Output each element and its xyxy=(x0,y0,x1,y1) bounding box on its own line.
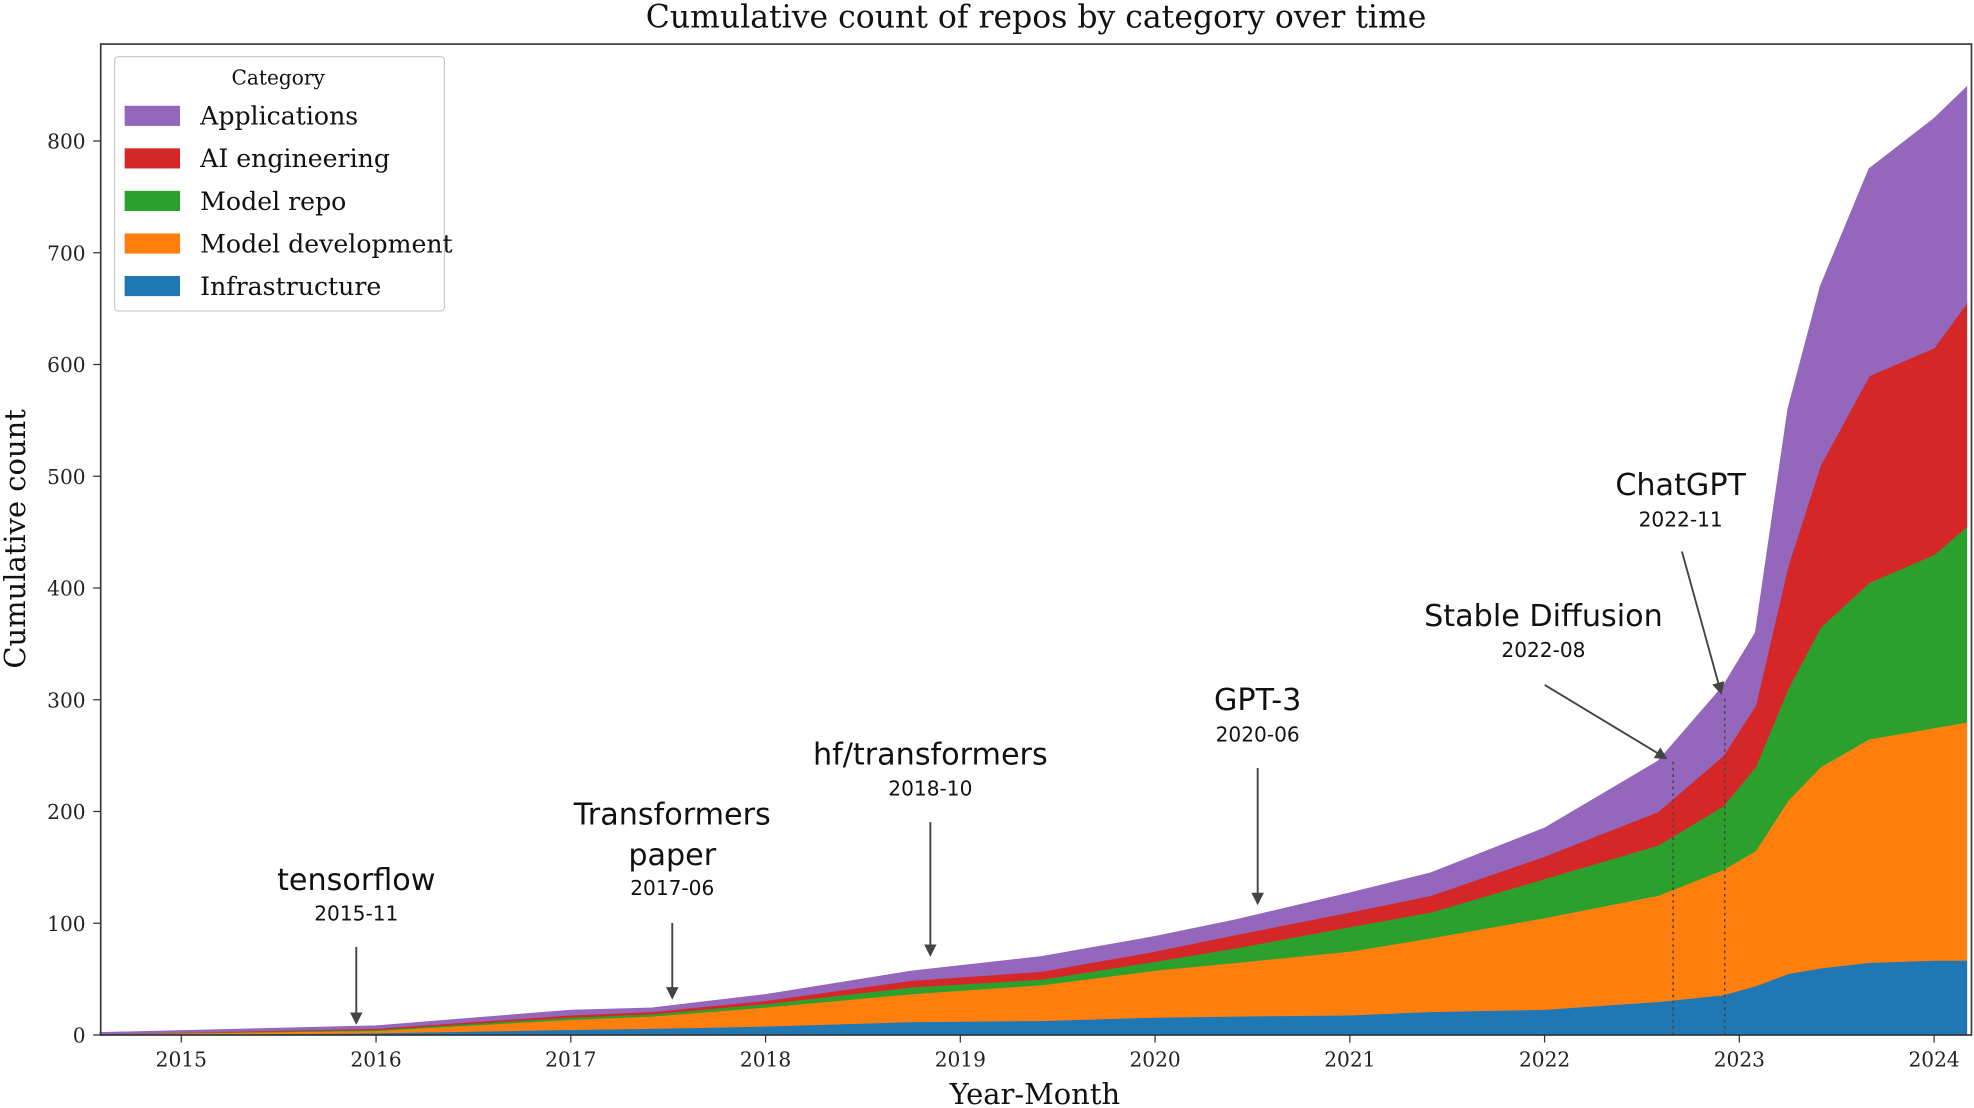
y-tick-label: 600 xyxy=(47,353,85,377)
x-tick-label: 2020 xyxy=(1129,1047,1180,1071)
legend-label: Model repo xyxy=(200,187,346,216)
legend-label: Applications xyxy=(199,102,358,131)
y-tick-label: 300 xyxy=(47,688,85,712)
annotations: tensorflow 2015-11 Transformers paper 2017-0… xyxy=(277,468,1747,1035)
legend: Category Applications AI engineering Model… xyxy=(113,56,453,312)
x-tick-label: 2017 xyxy=(545,1047,596,1071)
x-tick-label: 2021 xyxy=(1324,1047,1375,1071)
annotation-label: paper xyxy=(628,838,716,873)
y-tick-label: 400 xyxy=(47,577,85,601)
x-axis-label: Year-Month xyxy=(949,1077,1121,1108)
legend-label: Model development xyxy=(200,229,453,258)
legend-swatch xyxy=(124,275,181,297)
chart-title: Cumulative count of repos by category ov… xyxy=(646,0,1427,36)
y-tick-label: 700 xyxy=(47,241,85,265)
annotation-date: 2018-10 xyxy=(888,777,972,801)
annotation-transformers-paper: Transformers paper 2017-06 xyxy=(573,798,771,1000)
legend-title: Category xyxy=(232,65,326,89)
annotation-label: ChatGPT xyxy=(1615,468,1746,503)
y-axis-label: Cumulative count xyxy=(0,409,32,669)
annotation-chatgpt: ChatGPT 2022-11 xyxy=(1615,468,1747,1035)
legend-swatch xyxy=(124,190,181,212)
annotation-label: GPT-3 xyxy=(1214,683,1301,718)
x-tick-label: 2018 xyxy=(740,1047,791,1071)
annotation-date: 2015-11 xyxy=(314,901,398,925)
annotation-hf-transformers: hf/transformers 2018-10 xyxy=(813,737,1048,957)
x-tick-label: 2023 xyxy=(1714,1047,1765,1071)
annotation-date: 2020-06 xyxy=(1216,723,1300,747)
annotation-label: Stable Diffusion xyxy=(1424,599,1663,634)
x-axis: 2015 2016 2017 2018 2019 2020 2021 2022 2023 2024 xyxy=(156,1034,1960,1071)
y-tick-label: 800 xyxy=(47,130,85,154)
x-tick-label: 2019 xyxy=(935,1047,986,1071)
x-tick-label: 2024 xyxy=(1908,1047,1959,1071)
annotation-label: hf/transformers xyxy=(813,737,1048,772)
annotation-label: Transformers xyxy=(573,798,771,833)
legend-label: Infrastructure xyxy=(200,272,381,301)
y-axis: 0 100 200 300 400 500 600 700 800 xyxy=(47,130,101,1048)
annotation-tensorflow: tensorflow 2015-11 xyxy=(277,863,435,1025)
annotation-date: 2017-06 xyxy=(630,876,714,900)
x-tick-label: 2015 xyxy=(156,1047,207,1071)
legend-box xyxy=(113,56,446,312)
annotation-date: 2022-11 xyxy=(1639,507,1723,531)
y-tick-label: 100 xyxy=(47,912,85,936)
area-applications xyxy=(99,85,1968,1035)
annotation-date: 2022-08 xyxy=(1501,638,1585,662)
annotation-arrow xyxy=(1544,684,1668,760)
legend-swatch xyxy=(124,148,181,169)
plot-frame xyxy=(99,43,1973,1036)
x-tick-label: 2022 xyxy=(1519,1047,1570,1071)
y-tick-label: 0 xyxy=(73,1024,86,1048)
annotation-gpt-3: GPT-3 2020-06 xyxy=(1214,683,1301,906)
legend-label: AI engineering xyxy=(199,144,390,173)
legend-swatch xyxy=(124,233,181,254)
annotation-label: tensorflow xyxy=(277,863,435,898)
legend-swatch xyxy=(124,105,181,126)
y-tick-label: 500 xyxy=(47,465,85,489)
annotation-stable-diffusion: Stable Diffusion 2022-08 xyxy=(1424,599,1674,1035)
x-tick-label: 2016 xyxy=(350,1047,401,1071)
annotation-arrow xyxy=(1681,551,1725,695)
y-tick-label: 200 xyxy=(47,800,85,824)
